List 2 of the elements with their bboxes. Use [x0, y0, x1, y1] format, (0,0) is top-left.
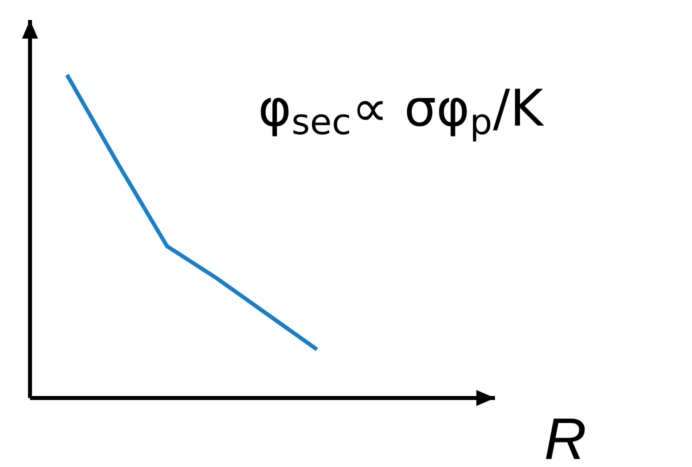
- x-axis-title: R: [546, 418, 585, 459]
- annotation: φ$_{sec}$∝ σφ$_{p}$/K: [260, 88, 544, 142]
